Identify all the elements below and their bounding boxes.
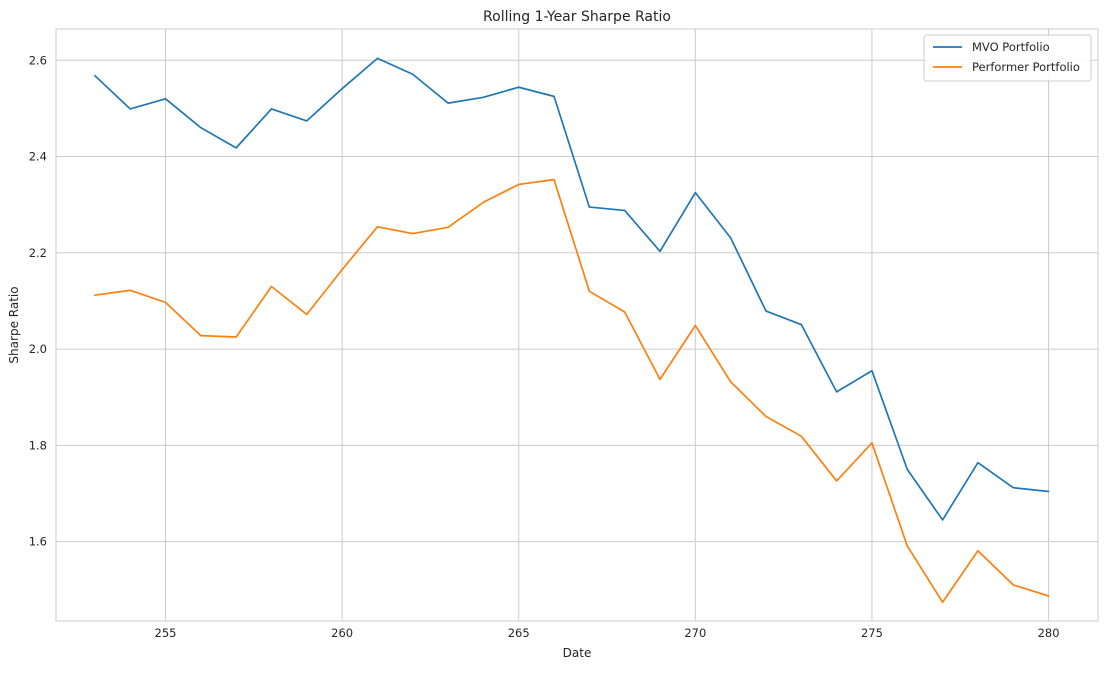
legend-label-mvo: MVO Portfolio [972, 40, 1050, 54]
y-axis-ticks: 1.6 1.8 2.0 2.2 2.4 2.6 [29, 53, 47, 548]
y-tick-label: 1.6 [29, 535, 47, 549]
y-tick-label: 2.0 [29, 342, 47, 356]
series-line-mvo-portfolio [93, 57, 1050, 521]
x-tick-label: 270 [684, 626, 706, 640]
y-tick-label: 1.8 [29, 438, 47, 452]
y-tick-label: 2.4 [29, 150, 47, 164]
legend: MVO Portfolio Performer Portfolio [923, 34, 1092, 82]
series-line-performer-portfolio [93, 178, 1050, 604]
x-tick-label: 255 [155, 626, 177, 640]
x-tick-label: 280 [1038, 626, 1060, 640]
chart-title: Rolling 1-Year Sharpe Ratio [483, 9, 671, 25]
grid-lines [56, 29, 1098, 621]
y-axis-label: Sharpe Ratio [7, 286, 21, 363]
y-tick-label: 2.2 [29, 246, 47, 260]
x-tick-label: 265 [508, 626, 530, 640]
x-axis-label: Date [563, 646, 592, 660]
y-tick-label: 2.6 [29, 53, 47, 67]
x-tick-label: 275 [861, 626, 883, 640]
plot-frame [55, 28, 1099, 622]
legend-box [923, 34, 1092, 82]
x-tick-label: 260 [331, 626, 353, 640]
legend-label-performer: Performer Portfolio [972, 60, 1080, 74]
series-lines [93, 57, 1050, 604]
x-axis-ticks: 255 260 265 270 275 280 [155, 626, 1060, 640]
